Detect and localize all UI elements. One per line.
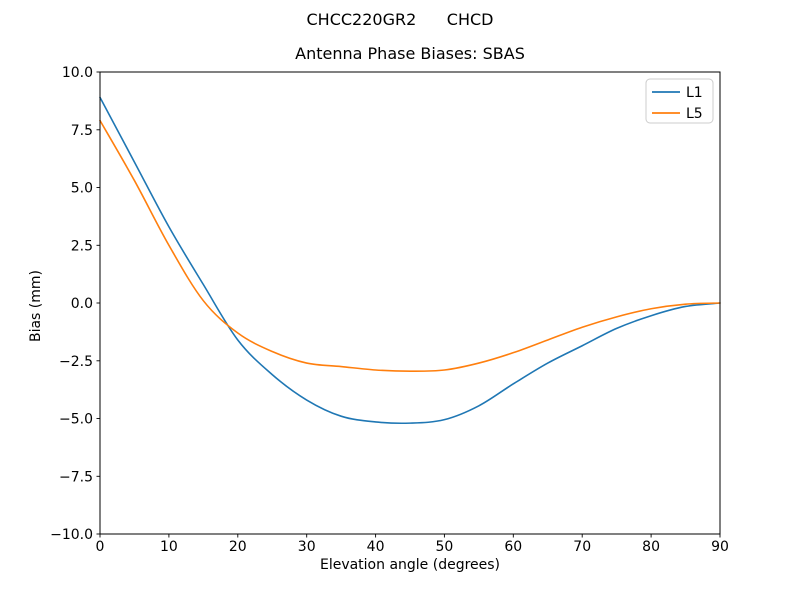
y-tick-label: 7.5 <box>71 123 93 139</box>
x-tick-label: 90 <box>711 539 729 555</box>
y-tick-label: −5.0 <box>59 412 93 428</box>
y-tick-label: 0.0 <box>71 296 93 312</box>
y-axis-ticks <box>96 71 100 535</box>
x-tick-label: 0 <box>96 539 105 555</box>
x-tick-label: 50 <box>435 539 453 555</box>
series-line-L1 <box>99 96 721 425</box>
series-line-L5 <box>99 119 721 372</box>
y-tick-label: −10.0 <box>50 527 93 543</box>
x-axis-label: Elevation angle (degrees) <box>319 557 501 573</box>
x-tick-label: 70 <box>573 539 591 555</box>
x-tick-label: 80 <box>642 539 660 555</box>
x-tick-label: 60 <box>504 539 522 555</box>
y-tick-label: −7.5 <box>59 469 93 485</box>
x-axis-tick-labels: 0 10 20 30 40 50 60 70 80 90 <box>96 539 729 555</box>
y-tick-label: −2.5 <box>59 354 93 370</box>
axes-title: Antenna Phase Biases: SBAS <box>295 44 525 63</box>
legend-entry-label: L1 <box>686 85 703 101</box>
legend-box <box>645 78 714 124</box>
x-tick-label: 10 <box>160 539 178 555</box>
y-axis-tick-labels: 10.0 7.5 5.0 2.5 0.0 −2.5 −5.0 −7.5 −10.0 <box>50 65 93 543</box>
x-tick-label: 20 <box>229 539 247 555</box>
x-tick-label: 30 <box>298 539 316 555</box>
legend-entry-label: L5 <box>686 106 703 122</box>
y-tick-label: 2.5 <box>71 238 93 254</box>
axes-spines <box>99 71 721 535</box>
x-tick-label: 40 <box>367 539 385 555</box>
y-tick-label: 10.0 <box>62 65 93 81</box>
x-axis-ticks <box>99 534 721 538</box>
figure-suptitle: CHCC220GR2 CHCD <box>306 10 494 29</box>
y-tick-label: 5.0 <box>71 181 93 197</box>
